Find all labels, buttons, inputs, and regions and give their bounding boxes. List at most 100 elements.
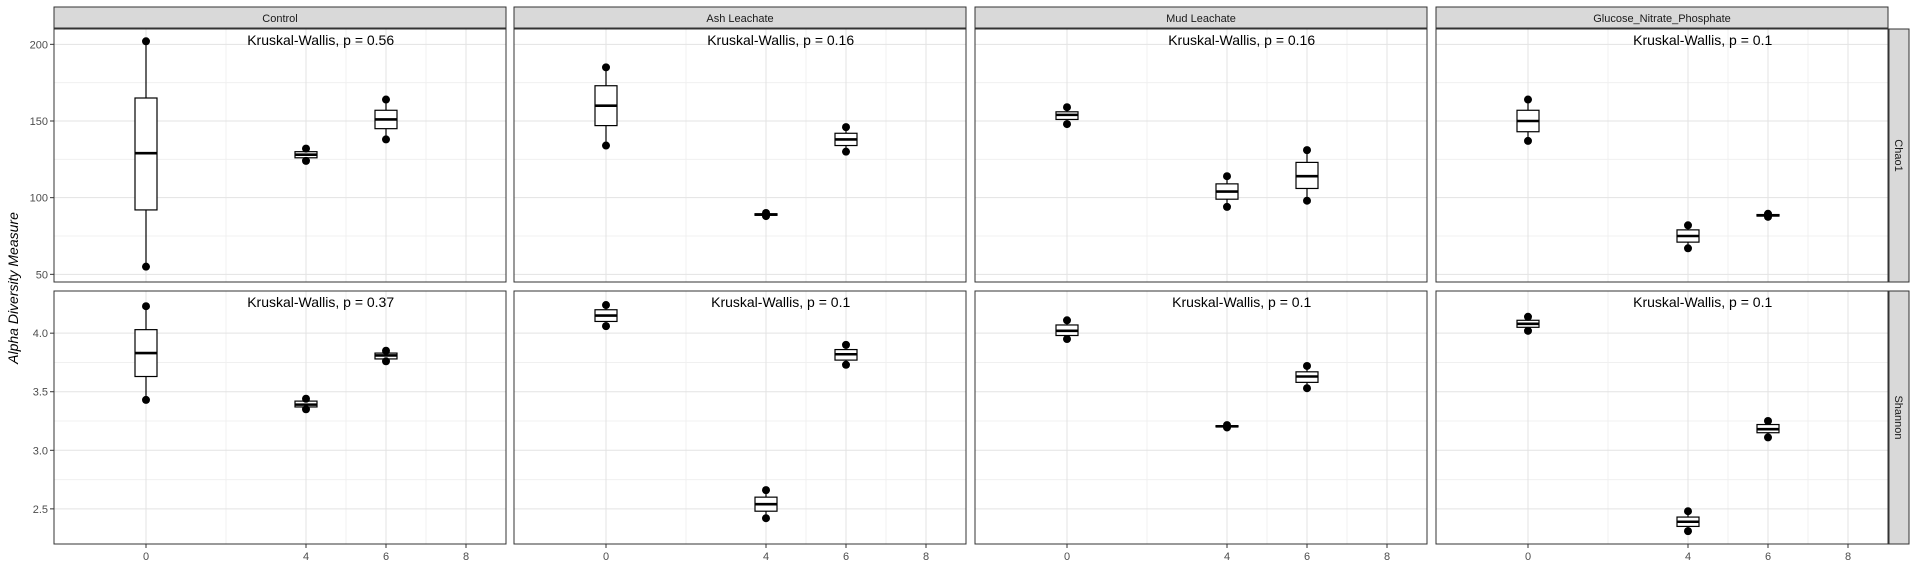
box-x-4 [754,486,778,523]
data-point [1764,209,1772,218]
box-x-0 [1516,312,1540,335]
x-tick-label: 4 [1685,551,1691,563]
kruskal-wallis-annotation: Kruskal-Wallis, p = 0.1 [1172,294,1311,310]
x-tick-label: 8 [1384,551,1390,563]
row-strip-label: Shannon [1892,395,1904,439]
panel-border [1435,28,1889,283]
panel-border [513,290,967,545]
facet-strip-ash-leachate [513,6,967,29]
box-x-0 [1516,95,1540,145]
kruskal-wallis-annotation: Kruskal-Wallis, p = 0.1 [1633,32,1772,48]
data-point [1223,202,1231,211]
panel-background [54,291,506,544]
facet-strip-mud-leachate [974,6,1428,29]
data-point [1063,316,1071,325]
data-point [1684,507,1692,516]
data-point [602,301,610,310]
box-x-4 [294,394,318,414]
row-strip-chao1 [1888,28,1910,283]
data-point [382,357,390,366]
x-tick-label: 4 [763,551,769,563]
data-point [842,123,850,132]
data-point [602,63,610,72]
panel-background [1436,291,1888,544]
box-x-0 [594,63,618,150]
panel-shannon-mud-leachate: Kruskal-Wallis, p = 0.1 0 4 6 8 [974,290,1428,563]
panel-shannon-ash-leachate: Kruskal-Wallis, p = 0.1 0 4 6 8 [513,290,967,563]
data-point [1524,326,1532,335]
data-point [1684,221,1692,230]
data-point [142,37,150,46]
y-tick-label: 100 [30,193,48,205]
box-x-6 [374,346,398,366]
facet-strip-glucose-nitrate-phosphate [1435,6,1889,29]
panel-border [53,290,507,545]
box-x-6 [1295,361,1319,393]
box-x-0 [594,301,618,331]
data-point [1223,172,1231,181]
panel-background [514,29,966,282]
data-point [1303,384,1311,393]
facet-strip-label: Control [262,13,297,25]
x-tick-label: 8 [463,551,469,563]
kruskal-wallis-annotation: Kruskal-Wallis, p = 0.1 [711,294,850,310]
box-x-4 [294,144,318,165]
kruskal-wallis-annotation: Kruskal-Wallis, p = 0.1 [1633,294,1772,310]
row-strip-label: Chao1 [1892,139,1904,171]
data-point [1303,146,1311,155]
data-point [1063,120,1071,129]
box-x-4 [754,209,778,221]
y-tick-label: 4.0 [33,328,48,340]
box-x-4 [1215,172,1239,211]
box-x-6 [1756,209,1780,221]
y-tick-label: 150 [30,116,48,128]
box-x-6 [1295,146,1319,205]
data-point [1684,244,1692,253]
kruskal-wallis-annotation: Kruskal-Wallis, p = 0.56 [247,32,394,48]
panel-chao1-control: Kruskal-Wallis, p = 0.56 50 100 150 200 [30,28,507,283]
data-point [1764,433,1772,442]
box-x-0 [1055,316,1079,344]
kruskal-wallis-annotation: Kruskal-Wallis, p = 0.37 [247,294,394,310]
y-tick-label: 3.0 [33,445,48,457]
data-point [1063,335,1071,344]
data-point [762,209,770,217]
data-point [142,262,150,271]
panel-border [53,28,507,283]
y-tick-label: 200 [30,39,48,51]
panel-shannon-control: Kruskal-Wallis, p = 0.37 2.5 3.0 3.5 4.0 0 4 6 8 [33,290,507,563]
y-tick-label: 2.5 [33,504,48,516]
data-point [382,135,390,144]
x-tick-label: 0 [603,551,609,563]
x-tick-label: 6 [1765,551,1771,563]
x-tick-label: 0 [1525,551,1531,563]
data-point [602,141,610,150]
box-x-4 [1676,507,1700,536]
facet-strip-label: Glucose_Nitrate_Phosphate [1593,13,1731,25]
data-point [1303,196,1311,205]
panel-border [974,28,1428,283]
data-point [842,360,850,369]
data-point [1524,136,1532,145]
panel-border [513,28,967,283]
data-point [1524,95,1532,104]
x-tick-label: 4 [303,551,309,563]
facet-strip-label: Ash Leachate [706,13,773,25]
facet-strip-control [53,6,507,29]
data-point [762,486,770,495]
panel-chao1-glucose-nitrate-phosphate: Kruskal-Wallis, p = 0.1 [1435,28,1889,283]
kruskal-wallis-annotation: Kruskal-Wallis, p = 0.16 [1168,32,1315,48]
x-tick-label: 0 [143,551,149,563]
x-tick-label: 4 [1224,551,1230,563]
data-point [302,144,310,153]
panel-background [1436,29,1888,282]
data-point [302,156,310,165]
data-point [382,346,390,355]
panel-chao1-ash-leachate: Kruskal-Wallis, p = 0.16 [513,28,967,283]
facet-strip-label: Mud Leachate [1166,13,1236,25]
y-tick-label: 3.5 [33,387,48,399]
kruskal-wallis-annotation: Kruskal-Wallis, p = 0.16 [707,32,854,48]
data-point [142,302,150,311]
panel-border [974,290,1428,545]
